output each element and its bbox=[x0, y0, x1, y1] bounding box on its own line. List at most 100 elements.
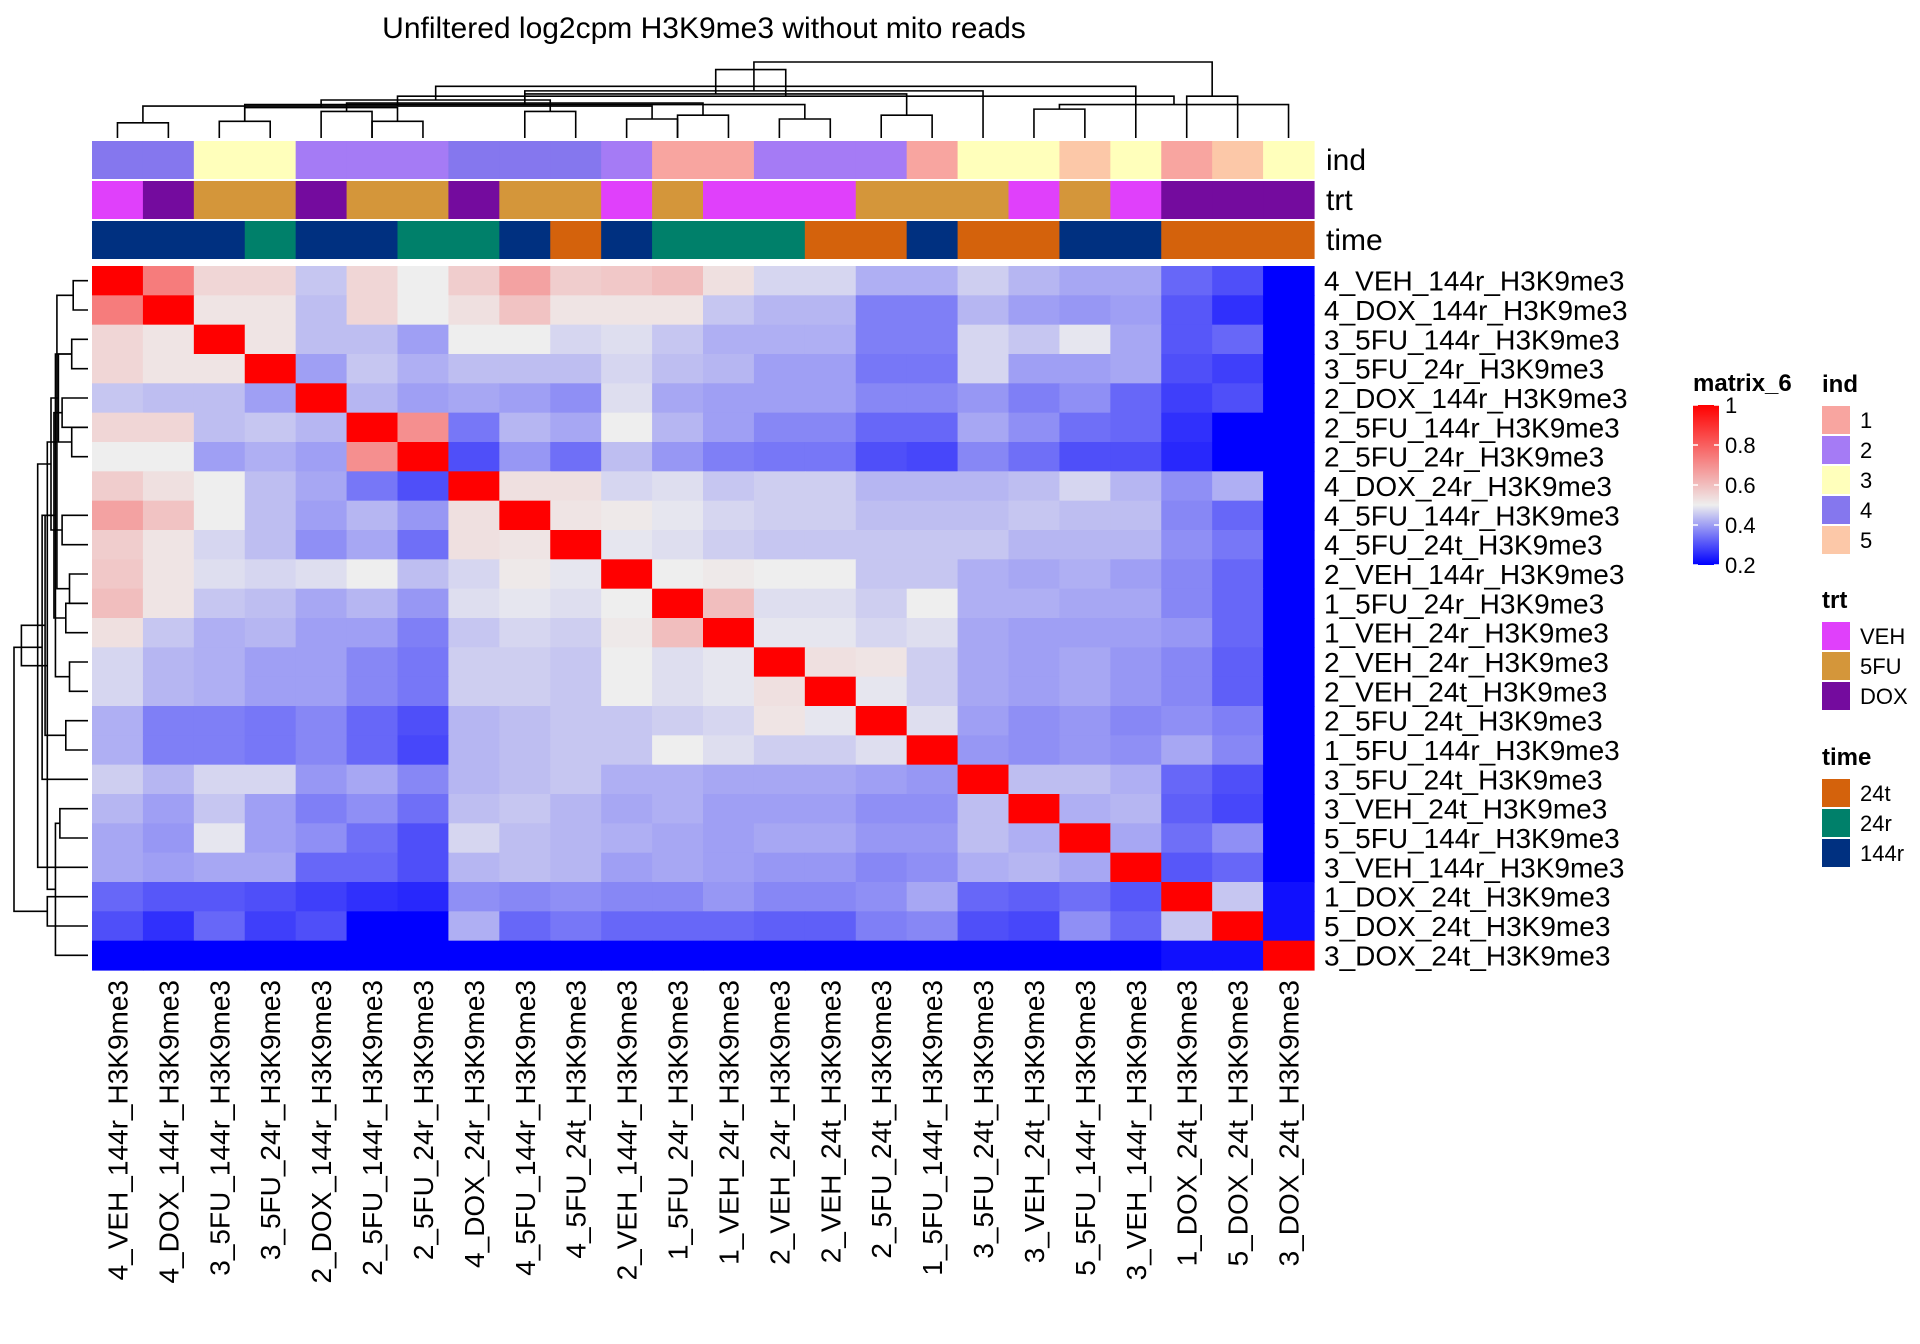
heatmap-cell bbox=[1212, 940, 1264, 971]
annotation-cell-trt bbox=[244, 181, 297, 219]
heatmap-cell bbox=[142, 735, 195, 766]
heatmap-cell bbox=[346, 940, 399, 971]
annotation-cell-trt bbox=[1008, 181, 1061, 219]
heatmap-cell bbox=[448, 706, 500, 736]
row-label: 3_VEH_144r_H3K9me3 bbox=[1324, 852, 1624, 883]
heatmap-cell bbox=[906, 647, 959, 678]
heatmap-cell bbox=[1110, 559, 1162, 590]
annotation-cell-ind bbox=[957, 141, 1010, 179]
heatmap-cell bbox=[448, 471, 500, 502]
heatmap-cell bbox=[957, 676, 1010, 707]
heatmap-cell bbox=[855, 383, 908, 414]
heatmap-cell bbox=[1059, 383, 1111, 414]
dendrogram-branch bbox=[65, 719, 88, 751]
dendrogram-branch bbox=[61, 397, 88, 429]
heatmap-cell bbox=[397, 852, 450, 883]
heatmap-cell bbox=[92, 764, 144, 795]
heatmap-cell bbox=[703, 559, 755, 590]
annotation-cell-trt bbox=[1059, 181, 1111, 219]
heatmap-cell bbox=[601, 676, 653, 707]
heatmap-cell bbox=[1161, 471, 1213, 502]
heatmap-cell bbox=[804, 676, 857, 707]
heatmap-cell bbox=[1212, 295, 1264, 326]
annotation-cell-trt bbox=[703, 181, 755, 219]
column-label: 2_VEH_24r_H3K9me3 bbox=[764, 980, 795, 1265]
heatmap-cell bbox=[1212, 588, 1264, 619]
heatmap-cell bbox=[1110, 412, 1162, 443]
heatmap-cell bbox=[1008, 647, 1061, 678]
heatmap-cell bbox=[92, 911, 144, 942]
heatmap-cell bbox=[1212, 530, 1264, 560]
heatmap-cell bbox=[804, 647, 857, 678]
column-label: 1_DOX_24t_H3K9me3 bbox=[1172, 980, 1203, 1266]
heatmap-cell bbox=[92, 940, 144, 971]
heatmap-cell bbox=[957, 588, 1010, 619]
heatmap-cell bbox=[448, 823, 500, 854]
heatmap-cell bbox=[957, 530, 1010, 560]
heatmap-cell bbox=[906, 706, 959, 736]
heatmap-cell bbox=[244, 764, 297, 795]
heatmap-cell bbox=[1110, 852, 1162, 883]
heatmap-cell bbox=[244, 588, 297, 619]
heatmap-cell bbox=[601, 882, 653, 912]
annotation-cell-time bbox=[1263, 221, 1315, 259]
heatmap-cell bbox=[397, 442, 450, 472]
heatmap-cell bbox=[448, 500, 500, 531]
heatmap-cell bbox=[1263, 500, 1315, 531]
heatmap-cell bbox=[855, 442, 908, 472]
annotation-cell-trt bbox=[295, 181, 348, 219]
heatmap-cell bbox=[1008, 295, 1061, 326]
annotation-cell-time bbox=[1008, 221, 1061, 259]
heatmap-cell bbox=[652, 823, 704, 854]
heatmap-cell bbox=[1263, 588, 1315, 619]
heatmap-cell bbox=[804, 383, 857, 414]
heatmap-cell bbox=[855, 882, 908, 912]
heatmap-cell bbox=[499, 794, 551, 824]
heatmap-cell bbox=[753, 324, 806, 355]
heatmap-cell bbox=[193, 852, 246, 883]
dendrogram-branch bbox=[880, 114, 933, 138]
heatmap-cell bbox=[703, 676, 755, 707]
heatmap-cell bbox=[753, 442, 806, 472]
heatmap-cell bbox=[346, 764, 399, 795]
heatmap-cell bbox=[804, 911, 857, 942]
heatmap-cell bbox=[703, 412, 755, 443]
annotation-label-trt: trt bbox=[1326, 184, 1353, 217]
heatmap-cell bbox=[1212, 266, 1264, 296]
annotation-cell-time bbox=[906, 221, 959, 259]
heatmap-cell bbox=[142, 266, 195, 296]
annotation-cell-trt bbox=[142, 181, 195, 219]
heatmap-cell bbox=[1212, 735, 1264, 766]
heatmap-cell bbox=[92, 852, 144, 883]
heatmap-cell bbox=[1212, 852, 1264, 883]
heatmap-cell bbox=[1161, 911, 1213, 942]
heatmap-cell bbox=[295, 266, 348, 296]
heatmap-cell bbox=[601, 324, 653, 355]
heatmap-cell bbox=[652, 354, 704, 384]
heatmap-cell bbox=[193, 882, 246, 912]
heatmap-cell bbox=[753, 940, 806, 971]
heatmap-cell bbox=[804, 794, 857, 824]
heatmap-cell bbox=[92, 530, 144, 560]
legend-title-trt: trt bbox=[1822, 587, 1847, 614]
heatmap-cell bbox=[1008, 442, 1061, 472]
dendrogram-branch bbox=[20, 624, 48, 667]
heatmap-cell bbox=[397, 676, 450, 707]
colorbar-tick-label: 1 bbox=[1725, 393, 1737, 418]
column-labels: 4_VEH_144r_H3K9me3 4_DOX_144r_H3K9me3 3_5F… bbox=[102, 980, 1304, 1284]
heatmap-cell bbox=[550, 735, 602, 766]
heatmap-cell bbox=[957, 647, 1010, 678]
heatmap-cell bbox=[346, 852, 399, 883]
heatmap-cell bbox=[397, 940, 450, 971]
heatmap-cell bbox=[1212, 794, 1264, 824]
annotation-cell-time bbox=[193, 221, 246, 259]
heatmap-cell bbox=[1161, 764, 1213, 795]
dendrogram-branch bbox=[371, 120, 424, 138]
heatmap-cell bbox=[499, 618, 551, 648]
annotation-cell-trt bbox=[1212, 181, 1264, 219]
heatmap-cell bbox=[652, 295, 704, 326]
heatmap-cell bbox=[1110, 647, 1162, 678]
heatmap-cell bbox=[397, 559, 450, 590]
annotation-cell-trt bbox=[1263, 181, 1315, 219]
heatmap-cell bbox=[142, 530, 195, 560]
